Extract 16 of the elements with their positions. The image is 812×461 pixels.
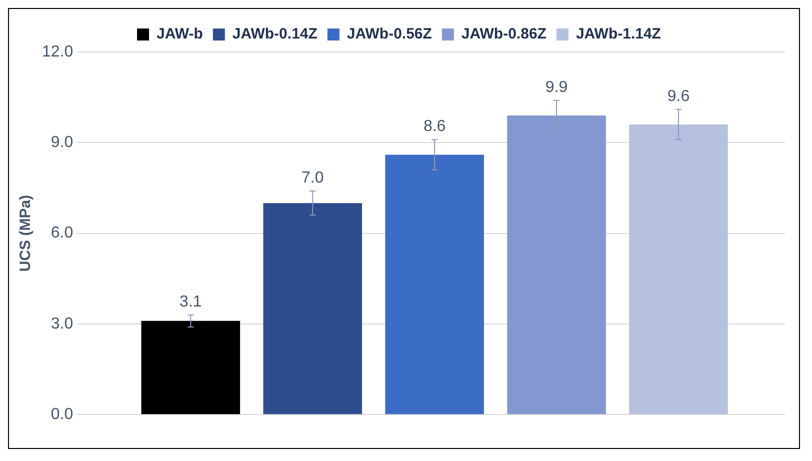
legend-label: JAWb-0.86Z (461, 26, 546, 43)
legend-label: JAWb-0.14Z (232, 26, 318, 43)
y-tick-label: 3.0 (50, 315, 74, 332)
y-axis-title: UCS (MPa) (17, 194, 34, 272)
data-label: 8.6 (423, 118, 446, 136)
data-label: 9.9 (545, 78, 568, 96)
legend-label: JAWb-1.14Z (576, 26, 661, 43)
y-tick-label: 9.0 (50, 134, 74, 152)
legend-label: JAWb-0.56Z (346, 26, 432, 43)
y-tick-label: 6.0 (50, 224, 74, 242)
legend-label: JAW-b (156, 26, 203, 43)
data-label: 9.6 (667, 88, 690, 105)
y-tick-label: 0.0 (50, 406, 74, 424)
data-label: 7.0 (301, 169, 324, 186)
data-label: 3.1 (180, 293, 202, 310)
y-tick-label: 12.0 (42, 43, 74, 60)
